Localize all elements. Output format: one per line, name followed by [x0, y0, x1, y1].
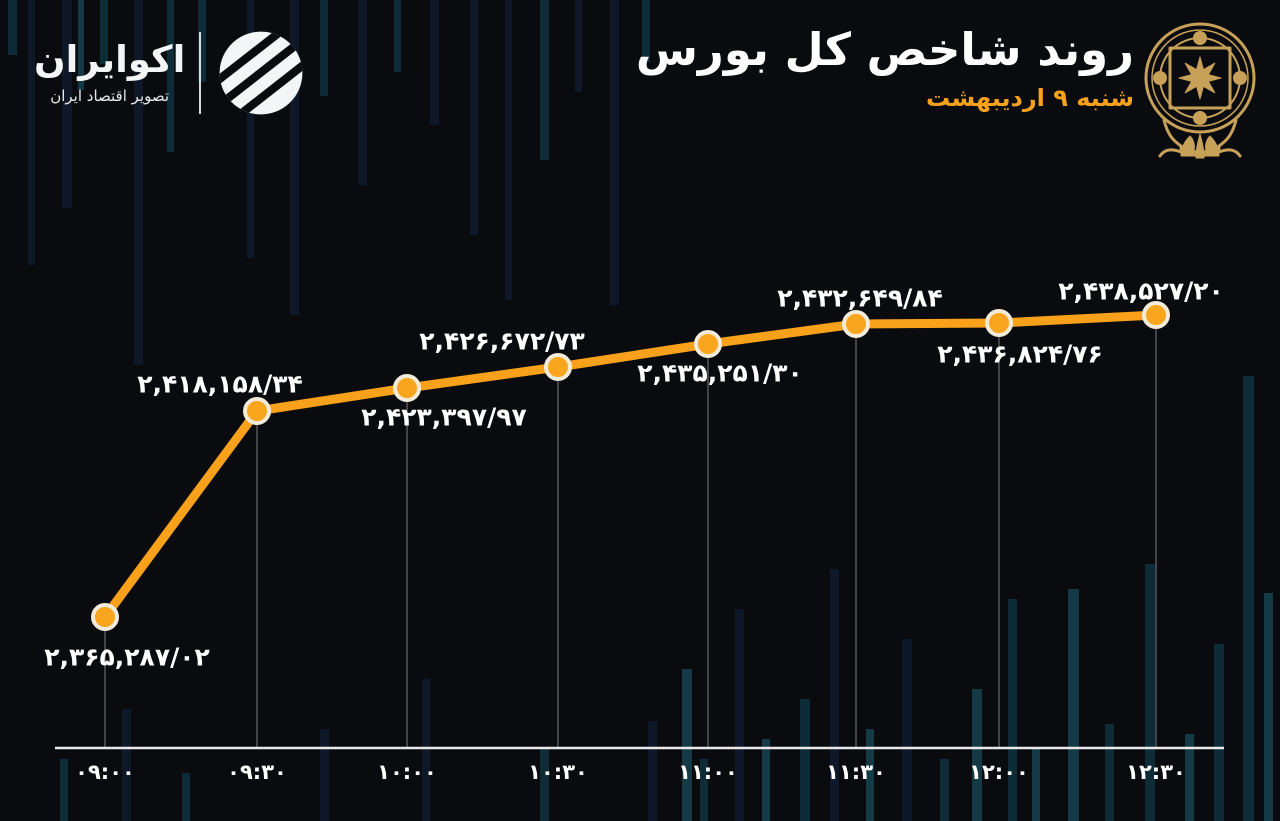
candle-bar	[940, 759, 949, 821]
candle-bar	[575, 0, 582, 92]
ecoiran-logo-icon	[215, 27, 308, 119]
candle-bar	[320, 729, 329, 821]
x-tick-label-10:00: ۱۰:۰۰	[377, 760, 437, 784]
candle-bar	[78, 0, 84, 90]
index-trend-line	[100, 310, 1161, 622]
data-point-marker-12:30	[1142, 301, 1170, 329]
candle-bar	[1145, 564, 1155, 821]
value-label-11:00: ۲,۴۳۵,۲۵۱/۳۰	[637, 359, 802, 388]
data-point-marker-12:00	[985, 309, 1013, 337]
data-point-marker-11:30	[842, 310, 870, 338]
brand-tagline: تصویر اقتصاد ایران	[50, 86, 170, 105]
value-label-10:00: ۲,۴۲۳,۳۹۷/۹۷	[361, 403, 526, 432]
candle-bar	[167, 0, 174, 152]
x-tick-label-10:30: ۱۰:۳۰	[528, 760, 588, 784]
candle-bar	[1008, 599, 1017, 821]
data-point-marker-09:30	[243, 397, 271, 425]
candle-bar	[247, 0, 254, 258]
candle-bar	[430, 0, 439, 125]
candle-bar	[320, 0, 328, 96]
candle-bar	[762, 739, 770, 821]
candle-bar	[902, 639, 912, 821]
x-tick-label-12:00: ۱۲:۰۰	[969, 760, 1029, 784]
page-title: روند شاخص کل بورس	[635, 23, 1134, 76]
value-label-12:30: ۲,۴۳۸,۵۲۷/۲۰	[1058, 277, 1223, 306]
candle-bar	[800, 699, 810, 821]
candle-bar	[60, 759, 68, 821]
candle-bar	[540, 0, 549, 160]
value-label-10:30: ۲,۴۲۶,۶۷۲/۷۳	[419, 327, 584, 356]
candle-bar	[1214, 644, 1224, 821]
candle-bar	[1068, 589, 1079, 821]
candle-bar	[100, 0, 108, 64]
brand-divider	[199, 32, 202, 114]
candle-bar	[28, 0, 35, 265]
data-point-marker-10:00	[393, 374, 421, 402]
candle-bar	[866, 729, 874, 821]
candle-bar	[682, 669, 692, 821]
brand-name: اکوایران	[34, 38, 186, 82]
x-tick-label-11:30: ۱۱:۳۰	[826, 760, 886, 784]
candle-bar	[505, 0, 512, 300]
candle-bar	[972, 689, 982, 821]
x-tick-label-09:30: ۰۹:۳۰	[227, 760, 287, 784]
candle-bar	[540, 749, 549, 821]
candle-bar	[122, 709, 131, 821]
candle-bar	[62, 0, 72, 208]
brand-text: اکوایران تصویر اقتصاد ایران	[34, 38, 186, 105]
candle-bar	[830, 569, 839, 821]
candle-bar	[1264, 593, 1273, 821]
candle-bar	[422, 679, 430, 821]
bourse-emblem-icon	[1144, 22, 1256, 159]
candle-bar	[1185, 734, 1194, 821]
value-label-09:30: ۲,۴۱۸,۱۵۸/۳۴	[137, 370, 302, 399]
data-point-marker-09:00	[91, 603, 119, 631]
data-point-marker-11:00	[694, 330, 722, 358]
candle-bar	[134, 0, 143, 365]
candle-bar	[1032, 749, 1040, 821]
value-label-09:00: ۲,۳۶۵,۲۸۷/۰۲	[44, 643, 209, 672]
candle-bar	[648, 721, 657, 821]
candle-bar	[700, 759, 708, 821]
candle-bar	[610, 0, 619, 305]
page-subtitle: شنبه ۹ اردیبهشت	[926, 83, 1134, 112]
candle-bar	[470, 0, 478, 235]
candle-bar	[642, 0, 650, 62]
x-tick-label-09:00: ۰۹:۰۰	[75, 760, 135, 784]
data-point-marker-10:30	[544, 353, 572, 381]
value-label-11:30: ۲,۴۳۲,۶۴۹/۸۴	[777, 284, 942, 313]
title-block: روند شاخص کل بورس شنبه ۹ اردیبهشت	[636, 24, 1134, 112]
value-label-12:00: ۲,۴۳۶,۸۲۴/۷۶	[937, 340, 1102, 369]
candle-bar	[8, 0, 17, 55]
candle-bar	[1105, 724, 1114, 821]
brand-logo: اکوایران تصویر اقتصاد ایران	[34, 26, 308, 120]
candle-bar	[358, 0, 367, 185]
candle-bar	[735, 609, 744, 821]
x-tick-label-12:30: ۱۲:۳۰	[1126, 760, 1186, 784]
candle-bar	[198, 0, 206, 82]
x-tick-label-11:00: ۱۱:۰۰	[678, 760, 738, 784]
candle-bar	[182, 773, 190, 821]
candle-bar	[290, 0, 299, 315]
candle-bar	[394, 0, 401, 72]
candle-bar	[1243, 376, 1254, 821]
